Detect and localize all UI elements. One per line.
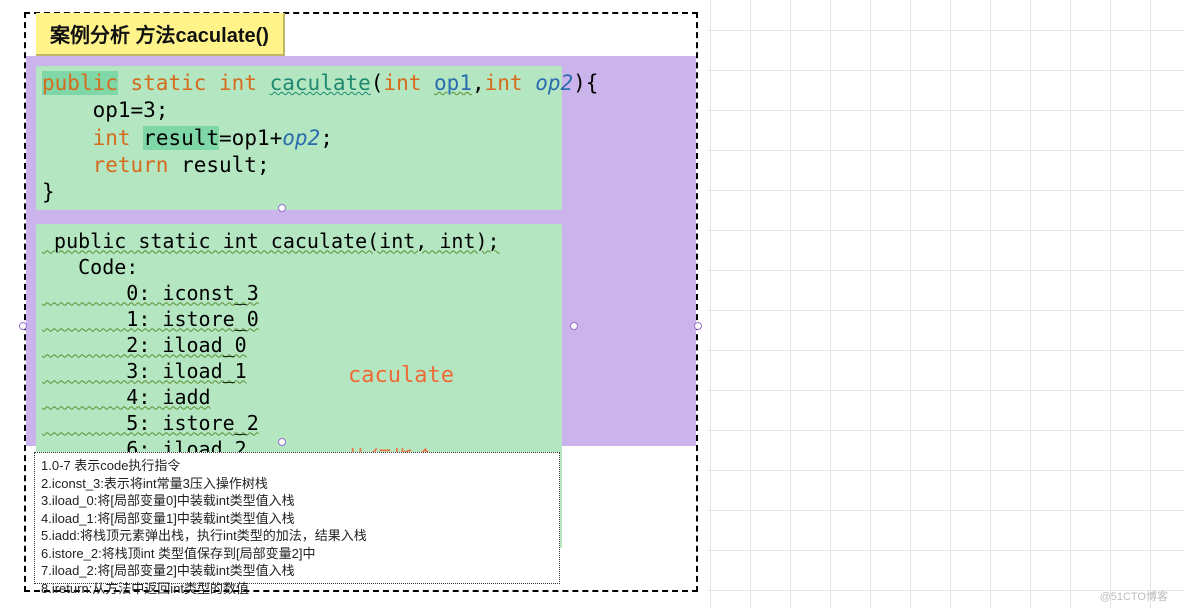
source-code-block: public static int caculate(int op1,int o… [36, 66, 562, 210]
explanations-box: 1.0-7 表示code执行指令 2.iconst_3:表示将int常量3压入操… [34, 452, 560, 584]
expl-line-1: 1.0-7 表示code执行指令 [41, 457, 553, 475]
expl-line-2: 2.iconst_3:表示将int常量3压入操作树栈 [41, 475, 553, 493]
bc-line-3: 3: iload_1 [42, 359, 247, 383]
expl-line-3: 3.iload_0:将[局部变量0]中装载int类型值入栈 [41, 492, 553, 510]
selection-handle[interactable] [278, 204, 286, 212]
kw-static: static [131, 71, 207, 95]
selection-handle[interactable] [570, 322, 578, 330]
kw-int-2: int [383, 71, 421, 95]
expl-line-6: 6.istore_2:将栈顶int 类型值保存到[局部变量2]中 [41, 545, 553, 563]
var-op2: op2 [282, 126, 320, 150]
bc-line-4: 4: iadd [42, 385, 211, 409]
main-dashed-container: 案例分析 方法caculate() public static int cacu… [24, 12, 698, 592]
kw-public: public [42, 71, 118, 95]
kw-int-3: int [485, 71, 523, 95]
watermark: @51CTO博客 [1100, 588, 1168, 604]
bc-line-5: 5: istore_2 [42, 411, 259, 435]
expl-line-8: 8.ireturn:从方法中返回int类型的数值 [41, 580, 553, 598]
bc-header: public static int caculate(int, int); [42, 229, 500, 253]
paren-open: ( [371, 71, 384, 95]
selection-handle[interactable] [19, 322, 27, 330]
title-tab: 案例分析 方法caculate() [36, 13, 285, 56]
src-line4-rest: result; [168, 153, 269, 177]
bc-line-2: 2: iload_0 [42, 333, 247, 357]
src-line2: op1=3; [42, 98, 168, 122]
purple-panel: public static int caculate(int op1,int o… [26, 56, 696, 446]
param-op2: op2 [535, 71, 573, 95]
kw-return: return [93, 153, 169, 177]
src-line3-rest: =op1+ [219, 126, 282, 150]
method-name: caculate [270, 71, 371, 95]
bc-line-0: 0: iconst_3 [42, 281, 259, 305]
paren-close: ){ [573, 71, 598, 95]
expl-line-5: 5.iadd:将栈顶元素弹出栈，执行int类型的加法，结果入栈 [41, 527, 553, 545]
kw-int-4: int [93, 126, 131, 150]
semi: ; [320, 126, 333, 150]
expl-line-4: 4.iload_1:将[局部变量1]中装载int类型值入栈 [41, 510, 553, 528]
var-result: result [143, 126, 219, 150]
kw-int: int [219, 71, 257, 95]
selection-handle[interactable] [278, 438, 286, 446]
bc-code-label: Code: [42, 255, 138, 279]
selection-handle[interactable] [694, 322, 702, 330]
caption-line1: caculate [348, 362, 454, 391]
bc-line-1: 1: istore_0 [42, 307, 259, 331]
expl-line-7: 7.iload_2:将[局部变量2]中装载int类型值入栈 [41, 562, 553, 580]
param-op1: op1 [434, 71, 472, 95]
src-line5: } [42, 180, 55, 204]
comma: , [472, 71, 485, 95]
